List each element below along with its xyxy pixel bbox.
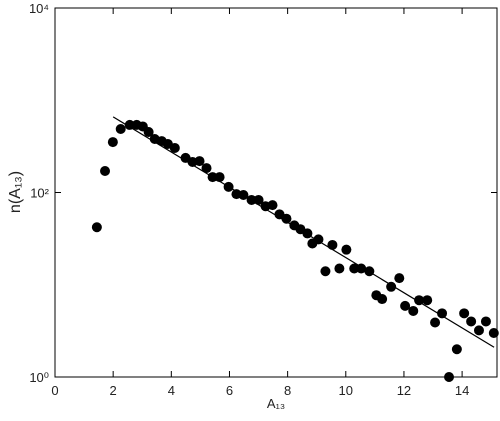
x-tick-label: 4 (168, 383, 175, 398)
data-point (414, 295, 425, 306)
y-tick-label: 10⁰ (29, 370, 49, 385)
data-point (238, 189, 249, 200)
x-tick-label: 0 (51, 383, 58, 398)
x-tick-label: 10 (339, 383, 353, 398)
data-point (430, 317, 441, 328)
data-point (349, 263, 360, 274)
data-point (334, 263, 345, 274)
data-point (437, 308, 448, 319)
data-point (356, 263, 367, 274)
y-tick-label: 10² (30, 186, 49, 201)
data-point (214, 172, 225, 183)
data-point (320, 266, 331, 277)
data-point (223, 181, 234, 192)
data-point (246, 194, 257, 205)
data-point (91, 222, 102, 233)
data-point (466, 316, 477, 327)
x-tick-label: 14 (455, 383, 469, 398)
data-point (386, 281, 397, 292)
data-point (207, 172, 218, 183)
data-point (313, 234, 324, 245)
y-axis-label: n(A₁₃) (7, 171, 24, 213)
data-point (194, 156, 205, 167)
data-point (473, 325, 484, 336)
y-tick-label: 10⁴ (29, 1, 49, 16)
data-point (169, 142, 180, 153)
data-point (444, 372, 455, 382)
data-point (394, 273, 405, 284)
x-axis-label: A₁₃ (267, 396, 285, 411)
data-point (341, 244, 352, 255)
data-point (488, 327, 499, 338)
data-point (364, 266, 375, 277)
x-tick-label: 8 (284, 383, 291, 398)
data-point (100, 166, 111, 177)
data-point (400, 300, 411, 311)
data-point (201, 163, 212, 174)
x-tick-label: 6 (226, 383, 233, 398)
data-point (107, 137, 118, 148)
data-point (302, 228, 313, 239)
data-point (480, 316, 491, 327)
data-point (377, 294, 388, 305)
data-point (267, 200, 278, 211)
data-point (124, 119, 135, 130)
data-point (451, 344, 462, 355)
data-point (327, 239, 338, 250)
x-tick-label: 2 (110, 383, 117, 398)
data-point (281, 213, 292, 224)
data-point (422, 295, 433, 306)
data-point (253, 194, 264, 205)
data-point (459, 308, 470, 319)
x-tick-label: 12 (397, 383, 411, 398)
data-point (408, 305, 419, 316)
data-point (115, 123, 126, 134)
data-point (143, 126, 154, 137)
